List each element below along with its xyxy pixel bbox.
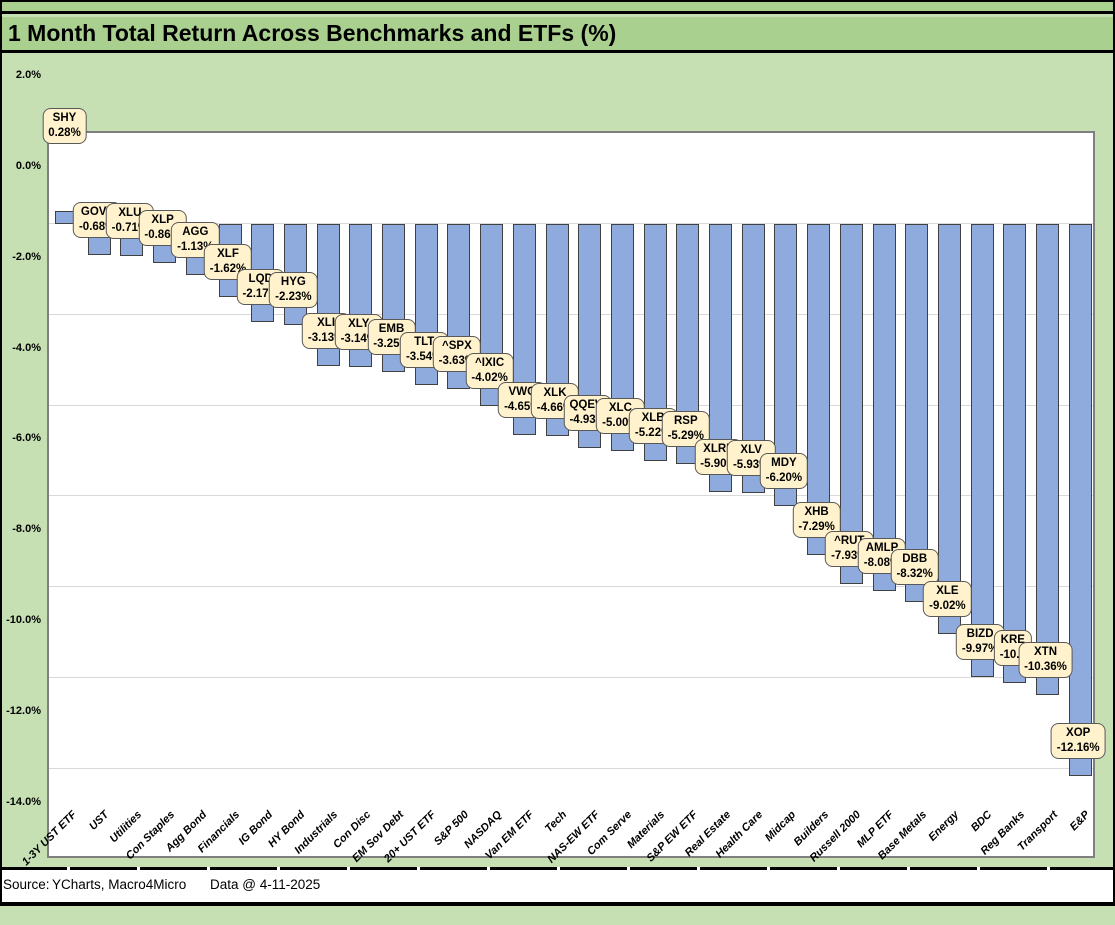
chart-bar-XTN <box>1036 223 1059 695</box>
chart-region: 2.0% 0.0% -2.0% -4.0% -6.0% -8.0% -10.0% -12.0%… <box>0 56 1115 868</box>
chart-bar-XLE <box>937 223 961 634</box>
data-date: Data @ 4-11-2025 <box>210 877 321 892</box>
chart-bar-XLRE <box>709 223 732 492</box>
title-bar: 1 Month Total Return Across Benchmarks a… <box>0 17 1115 53</box>
chart-bar-MDY <box>774 223 798 506</box>
chart-bar-XLP <box>153 223 177 263</box>
chart-bar-XLI <box>316 223 340 367</box>
chart-bar-^SPX <box>447 223 471 389</box>
y-tick-label: -8.0% <box>12 523 41 536</box>
chart-bar-XHB <box>807 223 831 556</box>
grid-line <box>49 586 1093 588</box>
chart-bar-LQD <box>251 223 275 323</box>
chart-bar-BIZD <box>970 223 994 677</box>
chart-bar-TLT <box>414 223 438 385</box>
y-tick-label: -10.0% <box>6 614 41 627</box>
plot-area <box>47 131 1095 858</box>
header-top-strip <box>0 0 1115 14</box>
y-tick-label: -12.0% <box>6 705 41 718</box>
grid-line <box>49 768 1093 770</box>
chart-bar-EMB <box>382 223 405 372</box>
chart-bar-XLV <box>741 223 765 494</box>
chart-bar-AMLP <box>872 223 896 591</box>
chart-bar-XLU <box>120 223 144 257</box>
chart-bar-XLC <box>610 223 634 451</box>
chart-bar-^RUT <box>839 223 863 585</box>
chart-bar-KRE <box>1003 223 1027 683</box>
chart-bar-GOVT <box>87 223 111 255</box>
chart-bar-QQEW <box>578 223 602 448</box>
chart-bar-XLK <box>545 223 569 436</box>
y-tick-label: -4.0% <box>12 341 41 354</box>
footer-divider <box>0 867 1115 870</box>
y-tick-label: 0.0% <box>15 159 41 172</box>
chart-bar-VWO <box>512 223 536 436</box>
chart-bar-XLY <box>349 223 373 367</box>
grid-line <box>49 313 1093 315</box>
chart-bar-XOP <box>1068 223 1092 777</box>
chart-bar-DBB <box>905 223 929 602</box>
chart-bar-AGG <box>185 223 209 276</box>
y-tick-label: -14.0% <box>6 795 41 808</box>
y-tick-label: 2.0% <box>15 69 41 81</box>
footer-row: Source: YCharts, Macro4Micro Data @ 4-11… <box>0 870 1115 902</box>
source-value: YCharts, Macro4Micro <box>52 877 187 892</box>
chart-bar-XLF <box>218 223 242 298</box>
grid-line <box>49 495 1093 497</box>
chart-bar-XLB <box>643 223 667 461</box>
chart-bar-RSP <box>676 223 700 465</box>
grid-line <box>49 404 1093 406</box>
grid-line <box>49 677 1093 679</box>
y-tick-label: -2.0% <box>12 250 41 263</box>
source-label: Source: <box>3 877 50 892</box>
bottom-border <box>0 902 1115 906</box>
page-title: 1 Month Total Return Across Benchmarks a… <box>8 20 617 46</box>
y-tick-label: -6.0% <box>12 432 41 445</box>
grid-line <box>49 222 1093 224</box>
chart-bar-^IXIC <box>480 223 504 407</box>
chart-bar-SHY <box>55 211 78 224</box>
chart-bar-HYG <box>283 223 307 326</box>
